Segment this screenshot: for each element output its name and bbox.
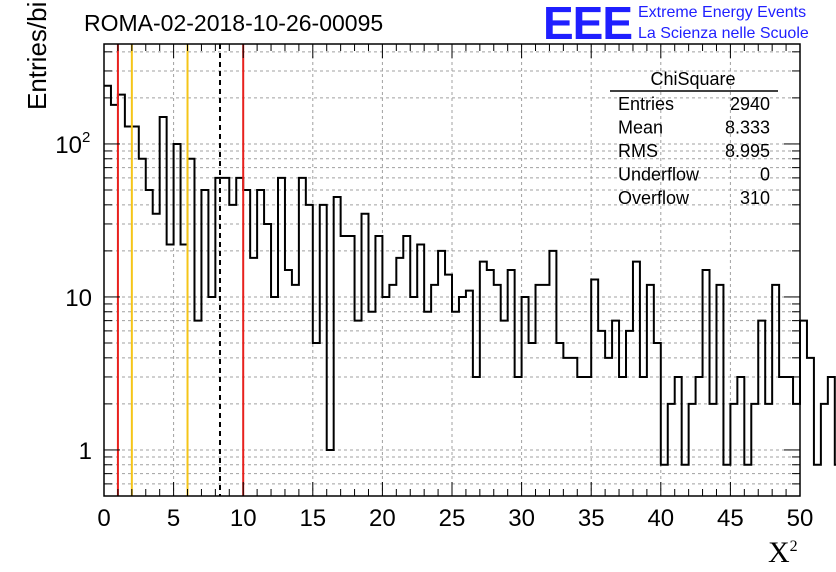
x-tick-label: 45	[717, 505, 744, 532]
x-tick-label: 25	[439, 505, 466, 532]
logo-line-2: La Scienza nelle Scuole	[638, 25, 809, 42]
x-axis-label: X2	[768, 536, 798, 570]
stats-label: RMS	[618, 141, 658, 161]
stats-value: 8.333	[725, 118, 770, 138]
stats-title: ChiSquare	[650, 69, 735, 89]
x-tick-label: 15	[299, 505, 326, 532]
histogram-outline	[104, 84, 836, 466]
y-tick-label: 1	[79, 438, 92, 465]
stats-value: 8.995	[725, 141, 770, 161]
chart-title: ROMA-02-2018-10-26-00095	[84, 10, 384, 36]
x-tick-label: 10	[230, 505, 257, 532]
stats-label: Overflow	[618, 188, 690, 208]
stats-label: Entries	[618, 94, 674, 114]
x-tick-label: 5	[167, 505, 180, 532]
eee-logo: EEE	[543, 0, 633, 49]
y-tick-label-sup: 2	[82, 129, 90, 146]
logo-line-1: Extreme Energy Events	[638, 4, 807, 21]
x-tick-label: 0	[97, 505, 110, 532]
stats-value: 2940	[730, 94, 770, 114]
x-axis-label-sup: 2	[789, 538, 798, 555]
stats-value: 0	[760, 165, 770, 185]
x-tick-label: 50	[787, 505, 814, 532]
stats-value: 310	[740, 188, 770, 208]
stats-label: Underflow	[618, 165, 700, 185]
x-axis-label-main: X	[768, 536, 790, 569]
x-tick-label: 20	[369, 505, 396, 532]
y-tick-label: 10	[55, 132, 82, 159]
x-tick-label: 40	[647, 505, 674, 532]
x-tick-label: 35	[578, 505, 605, 532]
x-tick-label: 30	[508, 505, 535, 532]
stats-label: Mean	[618, 118, 663, 138]
y-tick-label: 10	[65, 285, 92, 312]
